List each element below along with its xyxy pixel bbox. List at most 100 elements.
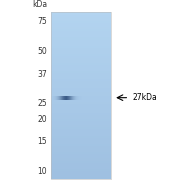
Bar bbox=[87, 96, 88, 100]
Bar bbox=[51, 125, 111, 127]
Bar bbox=[51, 21, 111, 23]
Bar bbox=[69, 96, 70, 100]
Bar bbox=[51, 15, 111, 17]
Bar bbox=[51, 169, 111, 171]
Bar bbox=[51, 96, 111, 98]
Bar bbox=[51, 54, 111, 56]
Bar bbox=[51, 79, 111, 81]
Bar bbox=[66, 96, 67, 100]
Bar bbox=[59, 96, 60, 100]
Bar bbox=[51, 12, 111, 179]
Bar bbox=[51, 100, 111, 102]
Bar bbox=[60, 96, 61, 100]
Bar bbox=[51, 165, 111, 167]
Bar bbox=[51, 56, 111, 58]
Bar bbox=[51, 173, 111, 175]
Bar bbox=[51, 154, 111, 156]
Bar bbox=[51, 73, 111, 75]
Bar bbox=[51, 119, 111, 121]
Bar bbox=[51, 42, 111, 44]
Bar bbox=[51, 142, 111, 144]
Bar bbox=[51, 131, 111, 133]
Text: kDa: kDa bbox=[32, 0, 47, 9]
Bar bbox=[88, 96, 89, 100]
Bar bbox=[51, 52, 111, 54]
Bar bbox=[51, 171, 111, 173]
Bar bbox=[51, 23, 111, 25]
Bar bbox=[56, 96, 57, 100]
Bar bbox=[76, 96, 77, 100]
Bar bbox=[51, 12, 111, 15]
Bar bbox=[51, 121, 111, 123]
Bar bbox=[51, 60, 111, 62]
Bar bbox=[51, 152, 111, 154]
Bar bbox=[58, 96, 59, 100]
Bar bbox=[89, 96, 90, 100]
Bar bbox=[67, 96, 68, 100]
Bar bbox=[51, 150, 111, 152]
Text: 20: 20 bbox=[37, 116, 47, 125]
Bar bbox=[75, 96, 76, 100]
Bar bbox=[51, 69, 111, 71]
Text: 75: 75 bbox=[37, 17, 47, 26]
Bar bbox=[51, 71, 111, 73]
Bar bbox=[55, 96, 56, 100]
Bar bbox=[53, 96, 54, 100]
Bar bbox=[51, 81, 111, 83]
Text: 15: 15 bbox=[37, 137, 47, 146]
Bar bbox=[63, 96, 64, 100]
Bar bbox=[51, 46, 111, 48]
Bar bbox=[51, 111, 111, 112]
Bar bbox=[61, 96, 62, 100]
Bar bbox=[84, 96, 85, 100]
Bar bbox=[51, 127, 111, 129]
Bar bbox=[51, 92, 111, 94]
Bar bbox=[51, 136, 111, 138]
Bar bbox=[65, 96, 66, 100]
Bar bbox=[51, 50, 111, 52]
Bar bbox=[51, 37, 111, 40]
Bar bbox=[73, 96, 74, 100]
Bar bbox=[51, 31, 111, 33]
Bar bbox=[51, 94, 111, 96]
Text: 50: 50 bbox=[37, 47, 47, 56]
Bar bbox=[51, 35, 111, 37]
Bar bbox=[51, 17, 111, 19]
Bar bbox=[77, 96, 78, 100]
Text: 10: 10 bbox=[37, 167, 47, 176]
Bar bbox=[51, 133, 111, 136]
Bar bbox=[57, 96, 58, 100]
Bar bbox=[51, 67, 111, 69]
Text: 25: 25 bbox=[37, 99, 47, 108]
Bar bbox=[81, 96, 82, 100]
Bar bbox=[51, 33, 111, 35]
Bar bbox=[51, 163, 111, 165]
Bar bbox=[51, 175, 111, 177]
Bar bbox=[62, 96, 63, 100]
Bar bbox=[78, 96, 79, 100]
Bar bbox=[51, 65, 111, 67]
Bar bbox=[51, 29, 111, 31]
Bar bbox=[71, 96, 72, 100]
Text: 37: 37 bbox=[37, 70, 47, 79]
Bar bbox=[51, 138, 111, 140]
Bar bbox=[51, 104, 111, 106]
Bar bbox=[51, 148, 111, 150]
Bar bbox=[51, 146, 111, 148]
Bar bbox=[51, 140, 111, 142]
Bar bbox=[51, 77, 111, 79]
Bar bbox=[51, 90, 111, 92]
Bar bbox=[51, 115, 111, 117]
Bar bbox=[51, 44, 111, 46]
Bar bbox=[51, 27, 111, 29]
Bar bbox=[51, 48, 111, 50]
Bar bbox=[51, 112, 111, 115]
Bar bbox=[51, 106, 111, 108]
Bar bbox=[51, 167, 111, 169]
Bar bbox=[51, 102, 111, 104]
Bar bbox=[70, 96, 71, 100]
Bar bbox=[51, 117, 111, 119]
Bar bbox=[51, 86, 111, 87]
Bar bbox=[51, 25, 111, 27]
Bar bbox=[51, 19, 111, 21]
